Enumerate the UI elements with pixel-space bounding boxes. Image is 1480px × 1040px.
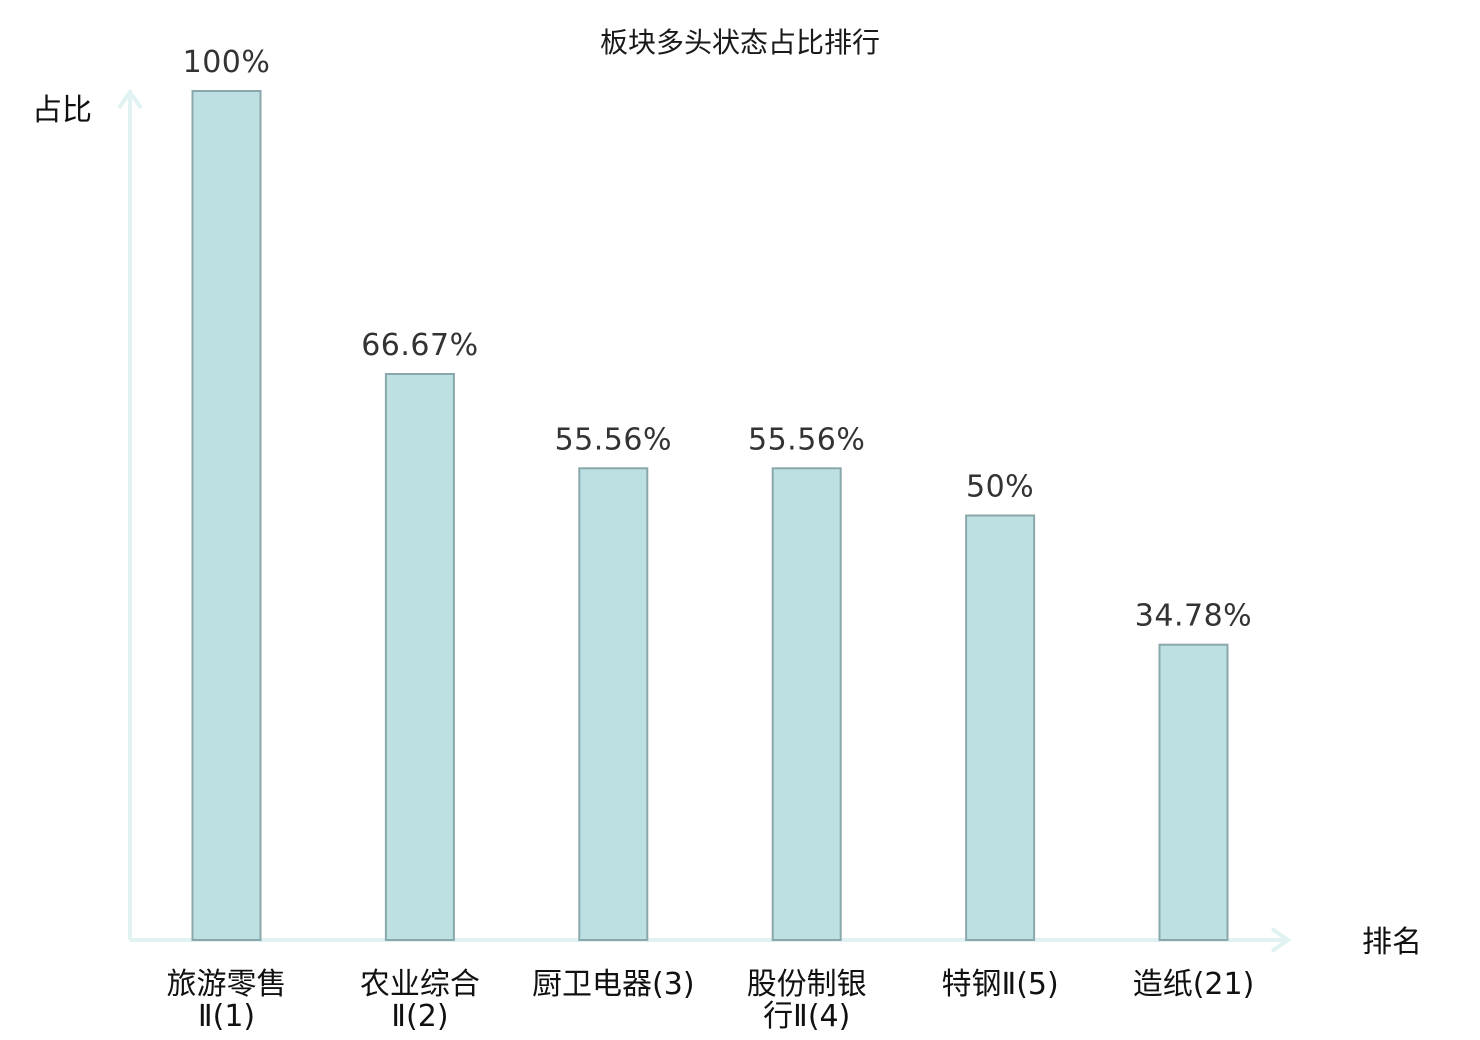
value-label-5: 50% (966, 470, 1034, 505)
bar-3 (578, 467, 649, 941)
category-label-6-line1: 造纸(21) (1133, 967, 1255, 1002)
value-label-4: 55.56% (748, 422, 865, 457)
chart-title: 板块多头状态占比排行 (600, 26, 880, 59)
bar-2 (384, 373, 455, 941)
category-label-4-line1: 股份制银 (747, 967, 867, 1002)
y-axis-label: 占比 (32, 93, 92, 128)
category-label-3-line1: 厨卫电器(3) (532, 967, 695, 1002)
value-labels-group: 100% 66.67% 55.56% 55.56% 50% 34.78% (183, 45, 1252, 634)
value-label-3: 55.56% (555, 422, 672, 457)
value-label-1: 100% (183, 45, 271, 80)
value-label-6: 34.78% (1135, 599, 1252, 634)
category-label-4-line2: 行Ⅱ(4) (763, 999, 850, 1034)
bar-5 (965, 514, 1036, 941)
bar-4 (771, 467, 842, 941)
x-axis-arrow-icon (1270, 927, 1292, 953)
bars-group (191, 90, 1229, 941)
category-label-5-line1: 特钢Ⅱ(5) (941, 967, 1058, 1002)
category-label-2-line1: 农业综合 (360, 967, 480, 1002)
category-label-1-line1: 旅游零售 (167, 967, 287, 1002)
category-label-1-line2: Ⅱ(1) (198, 999, 255, 1034)
y-axis-arrow-icon (117, 88, 143, 110)
bar-6 (1158, 643, 1229, 941)
value-label-2: 66.67% (361, 328, 478, 363)
x-axis-label: 排名 (1362, 925, 1422, 960)
bar-1 (191, 90, 262, 941)
category-label-2-line2: Ⅱ(2) (391, 999, 448, 1034)
axes (117, 88, 1292, 953)
